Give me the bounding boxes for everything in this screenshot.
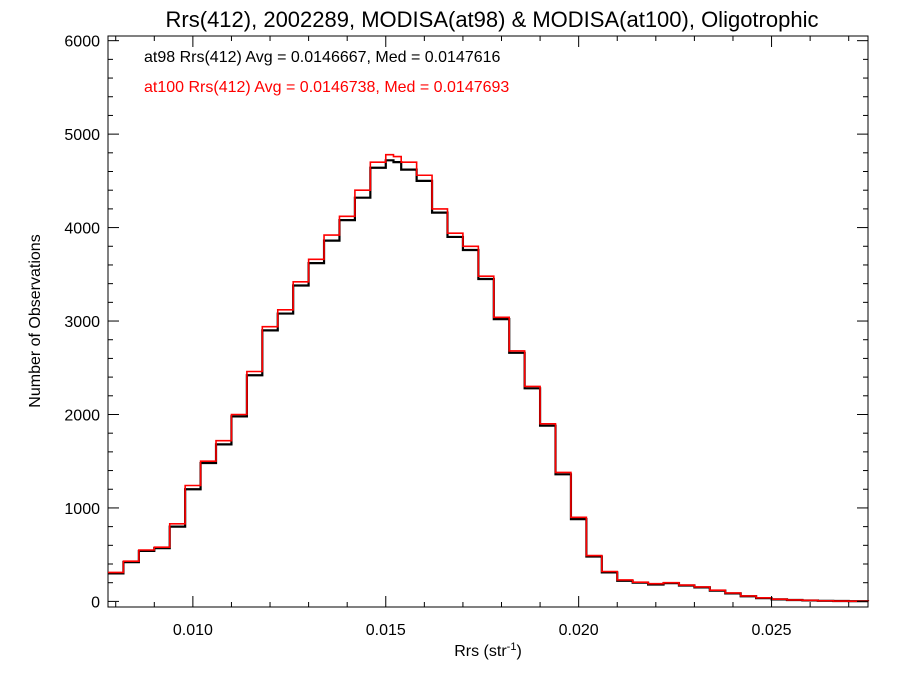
y-tick-label: 6000 xyxy=(64,34,100,51)
series-line-at98 xyxy=(108,159,870,603)
x-axis-label-superscript: -1 xyxy=(507,641,517,653)
x-tick-label: 0.020 xyxy=(559,622,599,639)
y-tick-label: 5000 xyxy=(64,127,100,144)
x-tick-label: 0.015 xyxy=(366,622,406,639)
plot-frame xyxy=(107,35,869,608)
ticks-layer: 0.010 0.015 0.020 0.025 0 1000 2000 3000 4000 500… xyxy=(64,34,868,639)
y-axis-label: Number of Observations xyxy=(27,234,44,407)
x-axis-label: Rrs (str-1) xyxy=(454,641,522,660)
y-tick-label: 1000 xyxy=(64,501,100,518)
y-tick-label: 4000 xyxy=(64,221,100,238)
x-tick-label: 0.025 xyxy=(752,622,792,639)
y-tick-label: 0 xyxy=(91,594,100,611)
series-layer xyxy=(108,153,870,603)
x-axis-label-text: Rrs (str xyxy=(454,643,507,660)
series-line-at100 xyxy=(108,153,869,603)
chart-title: Rrs(412), 2002289, MODISA(at98) & MODISA… xyxy=(166,7,819,32)
annotation-at98-stats: at98 Rrs(412) Avg = 0.0146667, Med = 0.0… xyxy=(144,49,501,66)
annotation-at100-stats: at100 Rrs(412) Avg = 0.0146738, Med = 0.… xyxy=(144,79,509,96)
y-tick-label: 2000 xyxy=(64,407,100,424)
y-tick-label: 3000 xyxy=(64,314,100,331)
x-tick-label: 0.010 xyxy=(173,622,213,639)
x-axis-label-close: ) xyxy=(516,643,521,660)
